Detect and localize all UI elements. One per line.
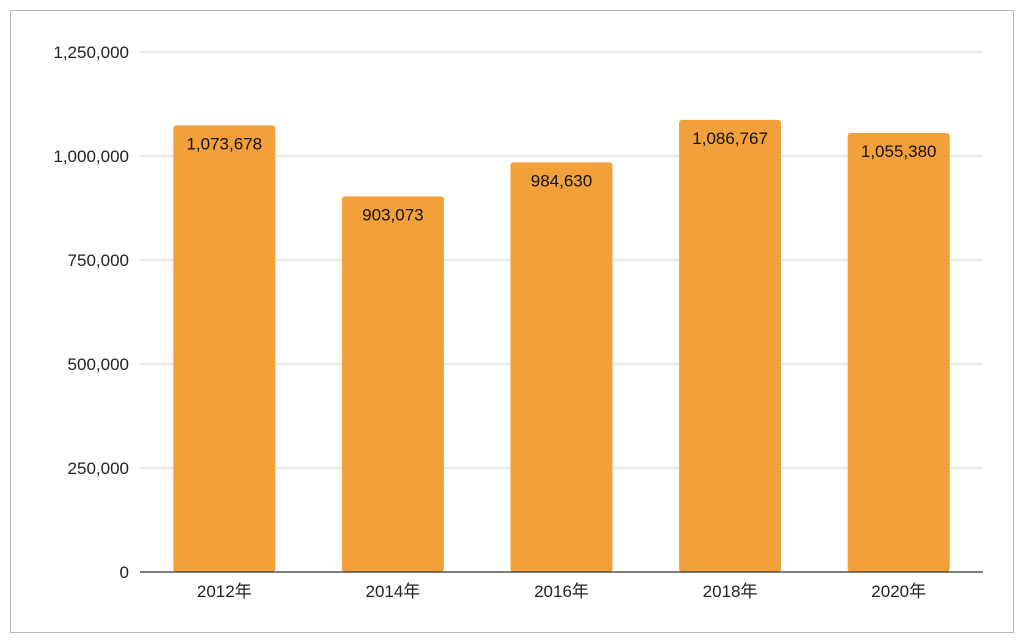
y-axis-tick-labels: 0 250,000 500,000 750,000 1,000,000 1,250,000 [53,43,129,582]
data-label: 903,073 [362,205,423,224]
data-labels: 1,073,678 903,073 984,630 1,086,767 1,055,38… [186,129,936,224]
bar [173,125,276,573]
data-label: 1,055,380 [861,142,937,161]
data-label: 1,086,767 [692,129,768,148]
x-tick-label: 2014年 [365,582,420,601]
bar [510,162,613,572]
bar [341,196,444,572]
x-axis-tick-labels: 2012年 2014年 2016年 2018年 2020年 [197,582,926,601]
bars [173,119,950,573]
bar [679,119,782,572]
data-label: 984,630 [531,171,592,190]
x-tick-label: 2018年 [703,582,758,601]
y-tick-label: 250,000 [68,459,129,478]
x-tick-label: 2020年 [871,582,926,601]
x-tick-label: 2016年 [534,582,589,601]
y-tick-label: 0 [120,563,129,582]
bar [847,132,950,572]
data-label: 1,073,678 [186,134,262,153]
y-tick-label: 1,250,000 [53,43,129,62]
x-tick-label: 2012年 [197,582,252,601]
y-tick-label: 750,000 [68,251,129,270]
y-tick-label: 500,000 [68,355,129,374]
y-tick-label: 1,000,000 [53,147,129,166]
